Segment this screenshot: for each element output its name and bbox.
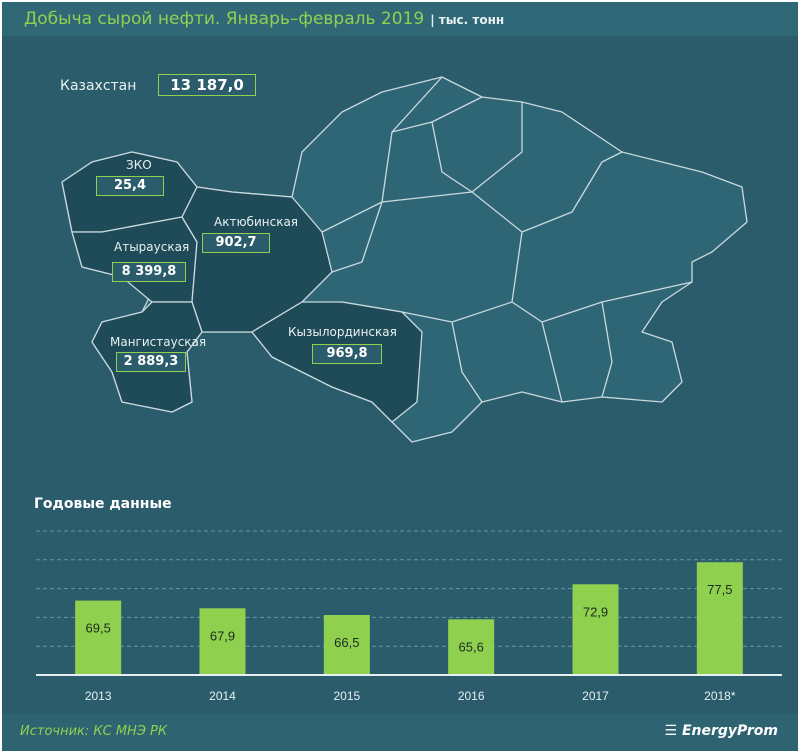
bar-value-label: 66,5 xyxy=(334,635,359,650)
x-tick-label: 2017 xyxy=(582,689,609,703)
region-label-zko: ЗКО xyxy=(126,158,152,172)
footer: Источник: КС МНЭ РК ☰ EnergyProm xyxy=(2,714,798,751)
logo-text: EnergyProm xyxy=(681,723,778,739)
title-bar: Добыча сырой нефти. Январь–февраль 2019 |… xyxy=(2,2,798,36)
page-title: Добыча сырой нефти. Январь–февраль 2019 |… xyxy=(24,9,504,29)
bar-value-label: 69,5 xyxy=(86,621,111,636)
title-text: Добыча сырой нефти. Январь–февраль 2019 xyxy=(24,9,425,29)
energyprom-logo: ☰ EnergyProm xyxy=(665,723,778,739)
region-label-atyrau: Атырауская xyxy=(114,240,190,254)
country-value: 13 187,0 xyxy=(158,74,256,96)
logo-icon: ☰ xyxy=(664,723,682,739)
x-tick-label: 2016 xyxy=(458,689,485,703)
bar-2018* xyxy=(696,562,743,675)
region-aktobe xyxy=(181,186,333,333)
bar-value-label: 65,6 xyxy=(459,639,484,654)
bar-2014 xyxy=(199,608,246,675)
region-label-kyzylorda: Кызылординская xyxy=(288,325,397,339)
region-value-atyrau: 8 399,8 xyxy=(112,262,186,282)
bar-2016 xyxy=(448,619,495,675)
chart-title: Годовые данные xyxy=(34,496,172,512)
source-text: Источник: КС МНЭ РК xyxy=(20,724,168,739)
region-value-mangystau: 2 889,3 xyxy=(116,352,186,372)
x-tick-label: 2018* xyxy=(704,689,736,703)
annual-bar-chart: 69,5 2013 67,9 2014 66,5 2015 65,6 2016 72,9 2017… xyxy=(36,530,782,703)
region-value-kyzylorda: 969,8 xyxy=(312,344,382,364)
x-tick-label: 2013 xyxy=(85,689,112,703)
region-label-aktobe: Актюбинская xyxy=(214,215,299,229)
bar-2015 xyxy=(323,615,370,675)
bar-2017 xyxy=(572,584,619,675)
bar-value-label: 72,9 xyxy=(583,604,608,619)
x-tick-label: 2015 xyxy=(333,689,360,703)
bar-2013 xyxy=(75,600,122,675)
country-label: Казахстан xyxy=(60,78,137,94)
units-label: | тыс. тонн xyxy=(430,13,505,27)
map-region-borders xyxy=(321,76,693,403)
bar-value-label: 77,5 xyxy=(707,582,732,597)
x-tick-label: 2014 xyxy=(209,689,236,703)
bar-value-label: 67,9 xyxy=(210,628,235,643)
region-value-zko: 25,4 xyxy=(96,176,164,196)
region-value-aktobe: 902,7 xyxy=(202,233,270,253)
region-label-mangystau: Мангистауская xyxy=(110,335,207,349)
